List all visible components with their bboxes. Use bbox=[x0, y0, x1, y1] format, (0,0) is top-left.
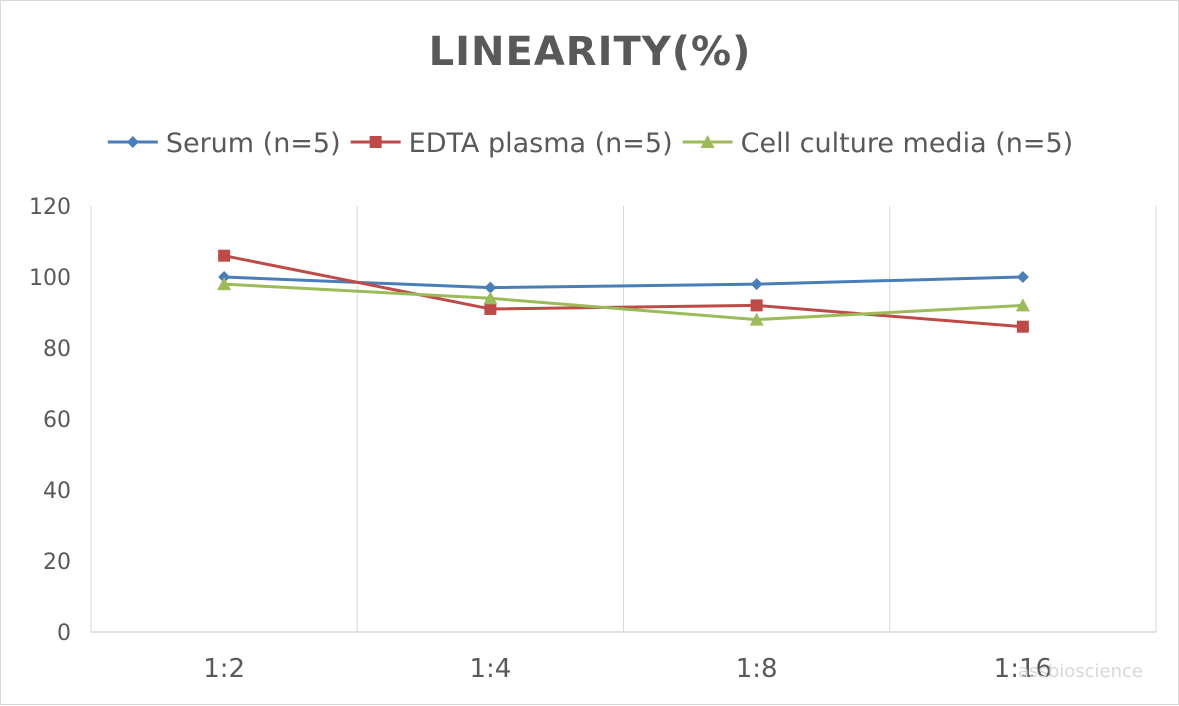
data-point-marker bbox=[218, 271, 231, 283]
data-point-marker bbox=[1015, 298, 1030, 312]
gridlines bbox=[90, 206, 1157, 633]
y-axis-ticks: 0 20 40 60 80 100 120 bbox=[29, 195, 71, 646]
legend-swatch-marker bbox=[126, 136, 139, 148]
x-tick-label: 1:4 bbox=[469, 654, 511, 684]
legend-label: Serum (n=5) bbox=[166, 128, 341, 159]
y-tick-label: 80 bbox=[43, 337, 71, 362]
legend-swatch-marker bbox=[700, 135, 715, 148]
data-point-marker bbox=[750, 299, 763, 312]
watermark: assbioscience bbox=[1018, 661, 1143, 682]
legend-item: Serum (n=5) bbox=[107, 128, 341, 159]
data-point-marker bbox=[217, 277, 232, 291]
x-tick-label: 1:16 bbox=[994, 654, 1052, 684]
data-point-marker bbox=[484, 281, 497, 294]
series-line bbox=[224, 282, 1023, 322]
data-point-marker bbox=[1016, 320, 1029, 333]
series-group bbox=[217, 249, 1030, 333]
data-point-marker bbox=[218, 249, 231, 262]
x-tick-label: 1:2 bbox=[203, 654, 245, 684]
chart-title: LINEARITY(%) bbox=[429, 29, 752, 75]
y-tick-label: 120 bbox=[29, 195, 71, 220]
series-line bbox=[223, 254, 1023, 329]
legend: Serum (n=5) EDTA plasma (n=5) Cell culture… bbox=[107, 128, 1074, 159]
x-axis-ticks: 1:2 1:4 1:8 1:16 bbox=[203, 654, 1052, 684]
data-point-marker bbox=[483, 291, 498, 305]
x-tick-label: 1:8 bbox=[736, 654, 778, 684]
y-tick-label: 100 bbox=[29, 266, 71, 291]
data-point-marker bbox=[750, 278, 763, 291]
y-tick-label: 60 bbox=[43, 408, 71, 433]
legend-item: Cell culture media (n=5) bbox=[682, 128, 1074, 159]
y-tick-label: 20 bbox=[43, 550, 71, 575]
legend-item: EDTA plasma (n=5) bbox=[350, 128, 673, 159]
legend-label: Cell culture media (n=5) bbox=[741, 128, 1074, 159]
y-tick-label: 40 bbox=[43, 479, 71, 504]
data-point-marker bbox=[749, 312, 764, 326]
data-point-marker bbox=[1016, 271, 1029, 283]
y-tick-label: 0 bbox=[57, 621, 71, 646]
legend-swatch-marker bbox=[369, 136, 382, 148]
series-3 bbox=[217, 277, 1030, 326]
series-2 bbox=[218, 249, 1029, 333]
data-point-marker bbox=[484, 302, 497, 315]
legend-label: EDTA plasma (n=5) bbox=[409, 128, 673, 159]
